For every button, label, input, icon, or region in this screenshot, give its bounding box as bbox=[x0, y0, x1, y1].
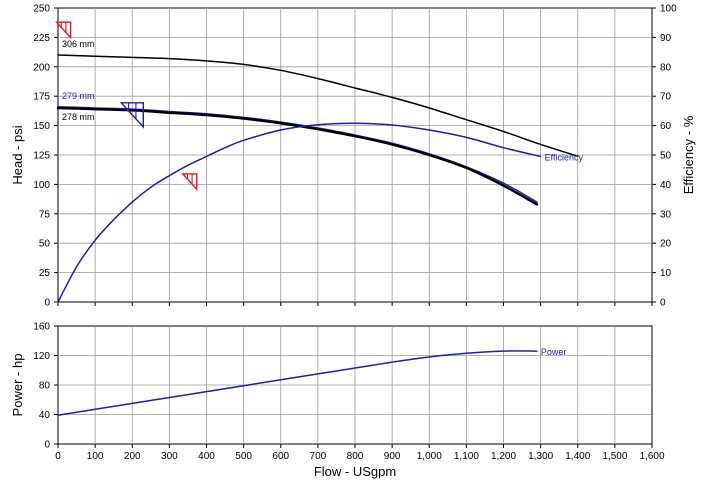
y-tick-label: 25 bbox=[39, 268, 51, 279]
y-tick-label: 120 bbox=[33, 351, 50, 362]
y-tick-label: 40 bbox=[39, 410, 51, 421]
x-tick-label: 1,100 bbox=[454, 451, 479, 462]
y-tick-label: 50 bbox=[39, 239, 51, 250]
y-tick-label: 75 bbox=[39, 209, 51, 220]
y-tick-label: 250 bbox=[33, 4, 50, 15]
y-tick-label: 160 bbox=[33, 322, 50, 333]
x-tick-label: 900 bbox=[384, 451, 401, 462]
series-label-efficiency: Efficiency bbox=[545, 152, 584, 162]
y2-tick-label: 70 bbox=[660, 92, 672, 103]
operating-point-marker bbox=[181, 173, 198, 192]
x-tick-label: 1,200 bbox=[491, 451, 516, 462]
series-label-306-mm: 306 mm bbox=[62, 39, 95, 49]
flow-axis-title: Flow - USgpm bbox=[314, 464, 396, 479]
series-label-278-mm: 278 mm bbox=[62, 112, 95, 122]
series-line-306-mm bbox=[57, 54, 579, 157]
y-tick-label: 0 bbox=[44, 298, 50, 309]
y-tick-label: 150 bbox=[33, 121, 50, 132]
x-tick-label: 300 bbox=[161, 451, 178, 462]
x-tick-label: 500 bbox=[235, 451, 252, 462]
y2-tick-label: 80 bbox=[660, 62, 672, 73]
y2-tick-label: 90 bbox=[660, 33, 672, 44]
y2-tick-label: 60 bbox=[660, 121, 672, 132]
x-tick-label: 1,300 bbox=[528, 451, 553, 462]
x-tick-label: 1,500 bbox=[602, 451, 627, 462]
operating-point-marker bbox=[119, 102, 144, 129]
y-tick-label: 125 bbox=[33, 151, 50, 162]
y2-tick-label: 10 bbox=[660, 268, 672, 279]
x-tick-label: 0 bbox=[55, 451, 61, 462]
x-tick-label: 1,400 bbox=[565, 451, 590, 462]
y2-tick-label: 30 bbox=[660, 209, 672, 220]
head-efficiency-plot: 0 25 50 75 100 125 150 175 200 225 250 0 10 20 30 40 50 6… bbox=[33, 4, 677, 309]
head-axis-title: Head - psi bbox=[10, 125, 25, 184]
series-line-efficiency bbox=[57, 122, 542, 303]
y-tick-label: 200 bbox=[33, 62, 50, 73]
power-plot: 0 100 200 300 400 500 600 700 800 900 1,000 1,100 1,… bbox=[33, 322, 665, 463]
y2-tick-label: 20 bbox=[660, 239, 672, 250]
y-tick-label: 100 bbox=[33, 180, 50, 191]
y-tick-label: 80 bbox=[39, 381, 51, 392]
y-tick-label: 225 bbox=[33, 33, 50, 44]
y2-tick-label: 0 bbox=[660, 298, 666, 309]
x-tick-label: 200 bbox=[124, 451, 141, 462]
x-tick-label: 1,000 bbox=[417, 451, 442, 462]
x-tick-label: 800 bbox=[347, 451, 364, 462]
y-tick-label: 0 bbox=[44, 440, 50, 451]
x-tick-label: 700 bbox=[310, 451, 327, 462]
efficiency-axis-title: Efficiency - % bbox=[681, 115, 696, 194]
y2-tick-label: 50 bbox=[660, 151, 672, 162]
x-tick-label: 600 bbox=[272, 451, 289, 462]
x-tick-label: 400 bbox=[198, 451, 215, 462]
series-label-279-mm: 279 mm bbox=[62, 91, 95, 101]
series-line-power bbox=[57, 350, 538, 416]
y2-tick-label: 100 bbox=[660, 4, 677, 15]
power-axis-title: Power - hp bbox=[10, 354, 25, 417]
x-tick-label: 1,600 bbox=[639, 451, 664, 462]
series-label-power: Power bbox=[541, 347, 567, 357]
operating-point-marker bbox=[55, 21, 72, 40]
y-tick-label: 175 bbox=[33, 92, 50, 103]
x-tick-label: 100 bbox=[87, 451, 104, 462]
y2-tick-label: 40 bbox=[660, 180, 672, 191]
